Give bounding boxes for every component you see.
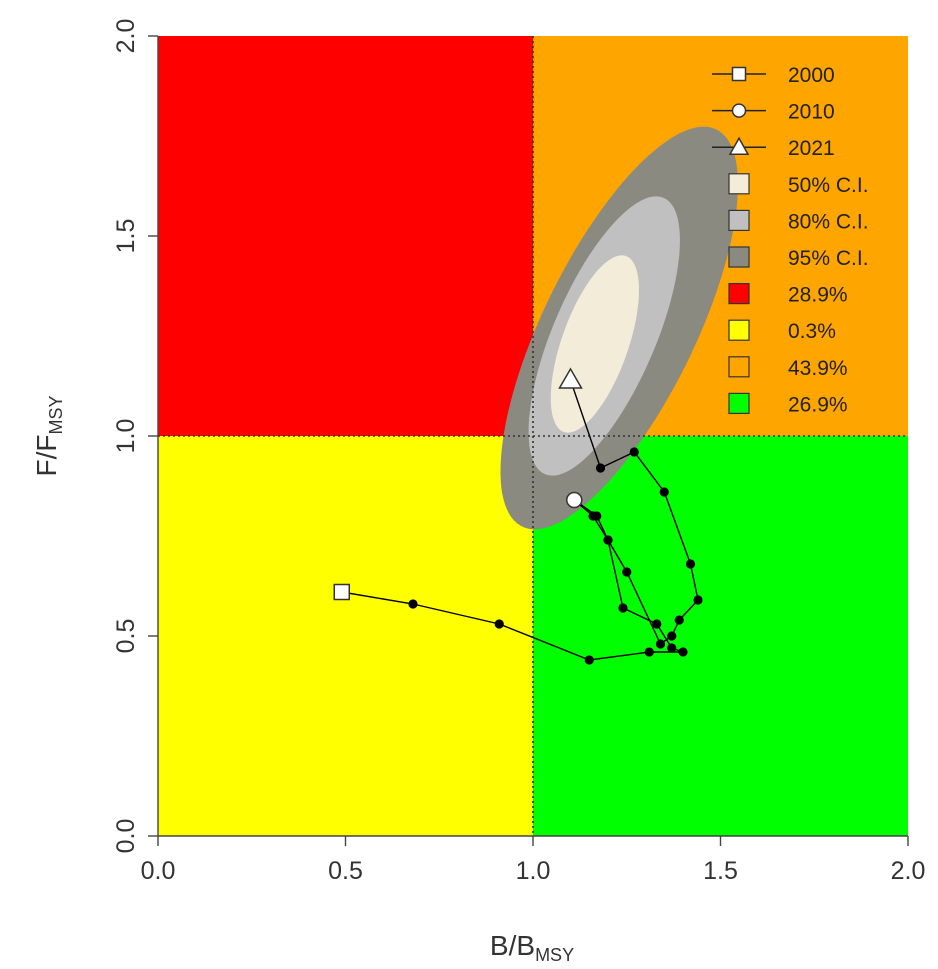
y-tick-label: 0.0 [112,819,140,854]
y-tick-label-group: 2.0 [112,19,140,54]
legend-triangle-marker [728,136,750,155]
trajectory-point [667,643,677,653]
legend-circle-marker [731,103,747,118]
x-tick-label: 0.5 [328,857,363,885]
legend-label: 2000 [788,64,835,87]
trajectory-point [408,599,418,609]
y-axis-title-slash: / [31,451,62,459]
legend-square-marker [731,66,747,82]
y-tick-label-group: 0.0 [112,819,140,854]
trajectory-point [667,631,677,641]
y-tick-label: 0.5 [112,619,140,654]
reference-line-layer [158,36,908,836]
legend-label: 50% C.I. [788,174,869,197]
legend-color-swatch [728,283,750,305]
trajectory-point [622,567,632,577]
legend-label: 95% C.I. [788,247,869,270]
legend-label: 26.9% [788,393,848,416]
x-axis-title: B/BMSY [490,930,574,965]
trajectory-line [341,379,699,661]
legend-label: 0.3% [788,320,836,343]
legend-label: 2021 [788,137,835,160]
trajectory-point [659,487,669,497]
trajectory-point [644,647,654,657]
legend-color-swatch [728,356,750,378]
trajectory-layer [333,367,703,665]
trajectory-point [678,647,688,657]
y-tick-label-group: 1.0 [112,419,140,454]
trajectory-point [592,511,602,521]
quadrant-not-overfished-no-overfishing [533,436,908,836]
trajectory-point [693,595,703,605]
trajectory-mid-marker [566,491,583,509]
y-tick-label-group: 0.5 [112,619,140,654]
y-axis-title: F/FMSY [31,395,66,476]
y-axis-title-main-2: F [31,435,62,452]
trajectory-point [494,619,504,629]
trajectory-point [685,559,696,569]
trajectory-point [603,535,613,545]
legend-label: 2010 [788,101,835,124]
quadrant-overfished-overfishing [158,36,533,436]
x-axis-title-main: B [490,930,509,961]
x-tick-label: 0.0 [141,857,176,885]
quadrant-layer [158,36,908,836]
axis-layer: 0.0 0.5 1.0 1.5 2.0 0.0 0.5 1.0 1.5 2.0 [112,19,925,885]
x-axis-title-main-2: B [516,930,535,961]
x-tick-label: 1.5 [703,857,738,885]
y-axis-title-sub: MSY [46,395,66,434]
x-axis-title-slash: / [509,930,517,961]
legend-color-swatch [728,209,750,231]
trajectory-point [584,655,594,665]
y-tick-label: 2.0 [112,19,140,54]
x-tick-label: 2.0 [891,857,926,885]
y-axis-title-main: F [31,459,62,476]
trajectory-point [595,463,606,473]
trajectory-point [629,447,639,457]
trajectory-point [674,615,684,625]
legend-label: 28.9% [788,284,848,307]
legend-label: 80% C.I. [788,210,869,233]
trajectory-start-marker [333,583,350,601]
trajectory-point [652,619,662,629]
legend-color-swatch [728,392,750,414]
trajectory-point [655,639,666,649]
y-tick-label: 1.5 [112,219,140,254]
x-tick-label: 1.0 [516,857,551,885]
y-tick-label-group: 1.5 [112,219,140,254]
x-axis-title-sub: MSY [535,945,574,965]
trajectory-point [618,603,628,613]
legend: 2000 2010 2021 50% C.I. 80% C.I. 95% C.I. 28.9… [712,64,869,416]
trajectory-end-marker [558,367,583,389]
quadrant-overfished-no-overfishing [158,436,533,836]
legend-label: 43.9% [788,357,848,380]
legend-color-swatch [728,319,750,341]
legend-color-swatch [728,173,750,195]
legend-color-swatch [728,246,750,268]
y-tick-label: 1.0 [112,419,140,454]
